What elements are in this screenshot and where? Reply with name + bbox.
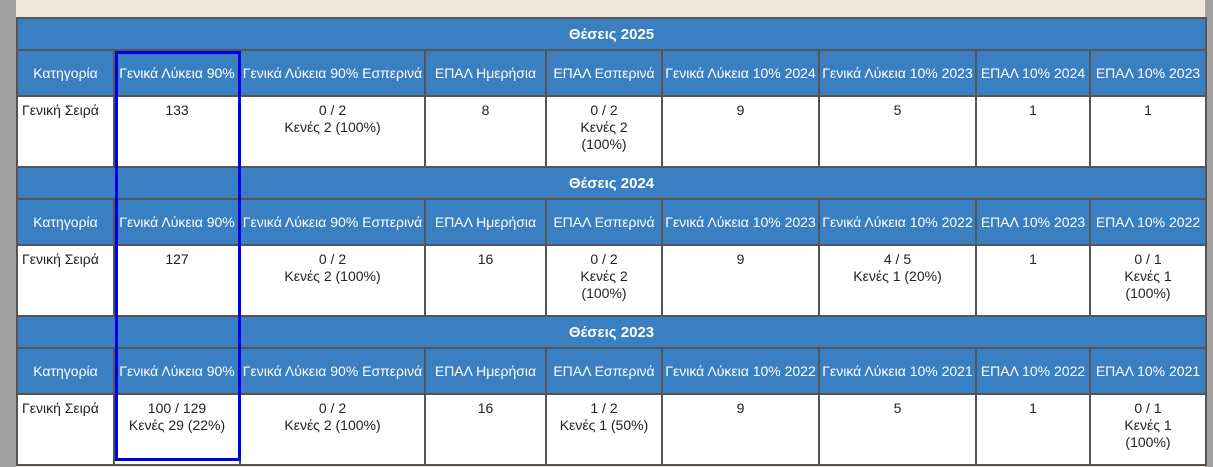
column-header: Γενικά Λύκεια 10% 2023 — [818, 49, 977, 97]
section-title: Θέσεις 2024 — [16, 166, 1207, 200]
value-cell: 8 — [424, 95, 547, 168]
value-cell: 0 / 2 Κενές 2 (100%) — [239, 244, 426, 317]
table-row: Γενική Σειρά 100 / 129 Κενές 29 (22%) 0 / … — [16, 393, 1207, 466]
value-cell: 5 — [818, 393, 977, 466]
value-cell: 0 / 1 Κενές 1 (100%) — [1089, 244, 1207, 317]
value-cell: 0 / 2 Κενές 2 (100%) — [545, 244, 663, 317]
column-header: Γενικά Λύκεια 10% 2022 — [661, 347, 820, 395]
column-header: ΕΠΑΛ Ημερήσια — [424, 347, 547, 395]
column-header: Κατηγορία — [16, 49, 115, 97]
column-header: Γενικά Λύκεια 90% — [113, 347, 241, 395]
value-cell: 16 — [424, 393, 547, 466]
value-cell: 9 — [661, 95, 820, 168]
value-cell: 1 — [975, 244, 1091, 317]
column-header: ΕΠΑΛ Ημερήσια — [424, 49, 547, 97]
page: Θέσεις 2025 Κατηγορία Γενικά Λύκεια 90% Γεν… — [16, 0, 1207, 467]
value-cell: 0 / 2 Κενές 2 (100%) — [239, 95, 426, 168]
column-header: ΕΠΑΛ 10% 2023 — [975, 198, 1091, 246]
column-header: ΕΠΑΛ Ημερήσια — [424, 198, 547, 246]
section-title: Θέσεις 2025 — [16, 17, 1207, 51]
category-cell: Γενική Σειρά — [16, 393, 115, 466]
category-cell: Γενική Σειρά — [16, 95, 115, 168]
value-cell: 0 / 2 Κενές 2 (100%) — [545, 95, 663, 168]
column-header: Γενικά Λύκεια 90% — [113, 49, 241, 97]
column-header: Γενικά Λύκεια 90% — [113, 198, 241, 246]
table-row: Γενική Σειρά 127 0 / 2 Κενές 2 (100%) 16 0 /… — [16, 244, 1207, 317]
value-cell: 4 / 5 Κενές 1 (20%) — [818, 244, 977, 317]
column-header: ΕΠΑΛ 10% 2021 — [1089, 347, 1207, 395]
section-title: Θέσεις 2023 — [16, 315, 1207, 349]
column-header: Γενικά Λύκεια 10% 2024 — [661, 49, 820, 97]
category-cell: Γενική Σειρά — [16, 244, 115, 317]
table-row: Γενική Σειρά 133 0 / 2 Κενές 2 (100%) 8 0 / … — [16, 95, 1207, 168]
value-cell: 0 / 1 Κενές 1 (100%) — [1089, 393, 1207, 466]
value-cell: 0 / 2 Κενές 2 (100%) — [239, 393, 426, 466]
column-header: Κατηγορία — [16, 198, 115, 246]
value-cell: 16 — [424, 244, 547, 317]
column-header: Γενικά Λύκεια 90% Εσπερινά — [239, 347, 426, 395]
column-header: ΕΠΑΛ Εσπερινά — [545, 49, 663, 97]
positions-table-2025: Θέσεις 2025 Κατηγορία Γενικά Λύκεια 90% Γεν… — [16, 17, 1207, 168]
value-cell: 100 / 129 Κενές 29 (22%) — [113, 393, 241, 466]
column-header: ΕΠΑΛ Εσπερινά — [545, 198, 663, 246]
column-header: ΕΠΑΛ 10% 2022 — [975, 347, 1091, 395]
column-header: Γενικά Λύκεια 90% Εσπερινά — [239, 49, 426, 97]
value-cell: 1 — [975, 393, 1091, 466]
column-header: ΕΠΑΛ 10% 2023 — [1089, 49, 1207, 97]
column-header: Γενικά Λύκεια 10% 2023 — [661, 198, 820, 246]
value-cell: 9 — [661, 393, 820, 466]
value-cell: 133 — [113, 95, 241, 168]
value-cell: 127 — [113, 244, 241, 317]
column-header: ΕΠΑΛ 10% 2024 — [975, 49, 1091, 97]
value-cell: 1 — [1089, 95, 1207, 168]
positions-table-2024: Θέσεις 2024 Κατηγορία Γενικά Λύκεια 90% Γεν… — [16, 166, 1207, 317]
value-cell: 1 / 2 Κενές 1 (50%) — [545, 393, 663, 466]
value-cell: 1 — [975, 95, 1091, 168]
value-cell: 9 — [661, 244, 820, 317]
value-cell: 5 — [818, 95, 977, 168]
column-header: Γενικά Λύκεια 90% Εσπερινά — [239, 198, 426, 246]
column-header: Κατηγορία — [16, 347, 115, 395]
column-header: ΕΠΑΛ 10% 2022 — [1089, 198, 1207, 246]
column-header: ΕΠΑΛ Εσπερινά — [545, 347, 663, 395]
column-header: Γενικά Λύκεια 10% 2022 — [818, 198, 977, 246]
positions-table-2023: Θέσεις 2023 Κατηγορία Γενικά Λύκεια 90% Γεν… — [16, 315, 1207, 466]
column-header: Γενικά Λύκεια 10% 2021 — [818, 347, 977, 395]
